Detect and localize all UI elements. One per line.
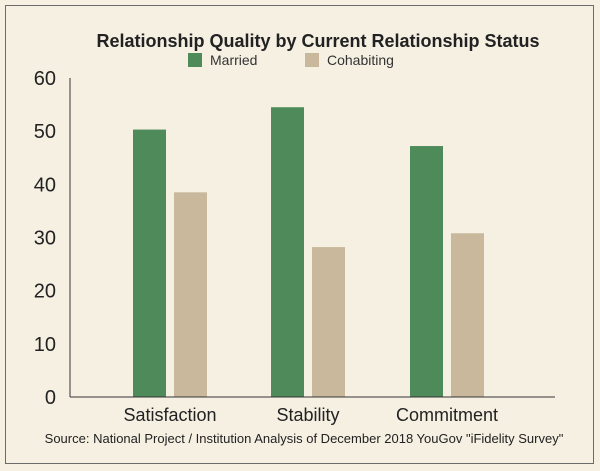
bar-married-commitment xyxy=(410,146,443,397)
bar-cohabiting-commitment xyxy=(451,233,484,397)
y-tick-label: 30 xyxy=(34,228,56,250)
legend-swatch-married xyxy=(188,53,202,67)
x-tick-label: Commitment xyxy=(396,405,498,425)
bar-cohabiting-satisfaction xyxy=(174,192,207,397)
bars-group xyxy=(133,107,484,398)
bar-cohabiting-stability xyxy=(312,247,345,397)
chart-title: Relationship Quality by Current Relation… xyxy=(96,31,539,51)
bar-married-satisfaction xyxy=(133,129,166,398)
y-tick-label: 0 xyxy=(45,387,56,409)
x-tick-label: Stability xyxy=(276,405,339,425)
x-axis-ticks: Satisfaction Stability Commitment xyxy=(123,405,498,425)
y-tick-label: 50 xyxy=(34,121,56,143)
source-note: Source: National Project / Institution A… xyxy=(45,431,564,446)
y-tick-label: 40 xyxy=(34,174,56,196)
y-tick-label: 60 xyxy=(34,68,56,90)
y-tick-label: 20 xyxy=(34,281,56,303)
y-tick-label: 10 xyxy=(34,334,56,356)
legend-swatch-cohabiting xyxy=(305,53,319,67)
legend: Married Cohabiting xyxy=(188,52,394,68)
legend-label-cohabiting: Cohabiting xyxy=(327,52,394,68)
bar-married-stability xyxy=(271,107,304,397)
x-tick-label: Satisfaction xyxy=(123,405,216,425)
legend-label-married: Married xyxy=(210,52,257,68)
y-axis-ticks: 0 10 20 30 40 50 60 xyxy=(34,68,56,409)
